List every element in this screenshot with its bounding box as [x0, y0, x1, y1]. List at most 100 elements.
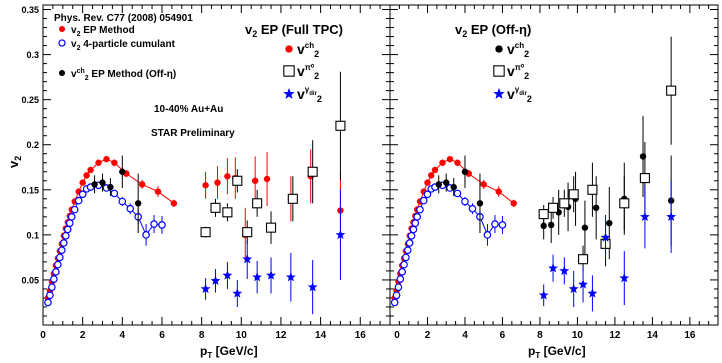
data-point — [224, 173, 231, 180]
x-tick-label: 8 — [537, 330, 543, 341]
x-axis-label: pT [GeV/c] — [528, 344, 586, 360]
data-point — [335, 120, 346, 131]
legend-marker — [493, 65, 505, 77]
data-point — [83, 172, 90, 179]
data-point — [398, 268, 406, 276]
data-point — [495, 188, 502, 195]
x-tick-label: 16 — [684, 330, 696, 341]
data-point — [600, 232, 611, 242]
data-point — [416, 205, 424, 214]
data-point — [150, 220, 158, 228]
x-tick-label: 2 — [425, 330, 431, 341]
data-point — [111, 159, 118, 166]
collision-system: 10-40% Au+Au — [154, 104, 223, 115]
plot-frame — [42, 4, 391, 326]
data-point — [265, 222, 277, 233]
data-point — [210, 275, 221, 286]
data-point — [411, 219, 420, 227]
x-tick-label: 6 — [159, 330, 165, 341]
legend-entry: v2 EP Method — [71, 25, 135, 38]
series-group — [200, 71, 346, 244]
data-point — [126, 204, 135, 213]
x-tick-label: 12 — [275, 330, 287, 341]
legend-marker — [58, 25, 66, 33]
x-axis-label: pT [GeV/c] — [200, 344, 258, 360]
data-point — [242, 254, 253, 264]
data-point — [540, 222, 547, 230]
x-tick-label: 14 — [647, 330, 659, 341]
data-point — [568, 189, 579, 200]
data-point — [413, 213, 421, 221]
data-point — [50, 275, 58, 283]
series-group — [435, 155, 484, 234]
data-point — [587, 184, 598, 195]
y-tick-label: 0.05 — [21, 275, 39, 285]
legend-marker — [58, 69, 66, 77]
data-point — [428, 172, 435, 179]
x-tick-label: 10 — [572, 330, 584, 341]
data-point — [138, 181, 146, 188]
legend-marker — [58, 39, 66, 47]
data-point — [287, 193, 298, 204]
data-point — [392, 291, 401, 300]
legend-entry: vγdir2 — [297, 85, 322, 104]
data-point — [666, 211, 677, 222]
data-point — [52, 268, 60, 276]
data-point — [251, 177, 259, 184]
data-point — [578, 254, 589, 265]
data-point — [538, 209, 549, 220]
data-point — [453, 189, 462, 198]
data-point — [63, 225, 72, 234]
data-point — [60, 239, 68, 247]
legend-marker — [285, 45, 293, 53]
data-point — [307, 281, 318, 292]
data-point — [424, 179, 431, 186]
data-point — [242, 227, 253, 238]
data-point — [99, 179, 106, 186]
x-tick-label: 8 — [199, 330, 205, 341]
data-point — [404, 246, 412, 254]
data-point — [581, 224, 589, 231]
panel-full-tpc: v2 0 2 4 6 8 10 12 14 16 0.05 0.1 0.15 0.2 0.25 0.3 0.3… — [6, 4, 391, 360]
data-point — [79, 179, 86, 186]
x-tick-label: 4 — [120, 330, 126, 341]
legend-marker — [495, 45, 503, 53]
data-point — [431, 166, 439, 174]
data-point — [78, 190, 87, 199]
data-point — [154, 188, 162, 195]
x-tick-label: 0 — [394, 330, 400, 341]
data-point — [214, 179, 221, 186]
legend-entry: vπ⁰2 — [297, 63, 319, 81]
y-axis-label: v2 — [6, 156, 23, 168]
data-point — [58, 246, 66, 254]
x-tick-label: 0 — [40, 330, 46, 341]
data-point — [390, 298, 399, 307]
y-tick-label: 0.15 — [21, 185, 39, 195]
data-point — [119, 168, 126, 175]
data-point — [56, 253, 64, 262]
series-group — [200, 189, 346, 315]
data-point — [454, 159, 461, 166]
panel-title: v2 EP (Off-η) — [455, 22, 531, 39]
data-point — [307, 166, 318, 177]
data-point — [263, 175, 271, 183]
data-point — [394, 283, 403, 291]
data-point — [210, 202, 221, 213]
data-point — [407, 231, 416, 240]
data-point — [67, 213, 76, 221]
plot-frame — [389, 4, 719, 326]
legend-entry: vch2 — [297, 41, 319, 59]
data-point — [110, 189, 119, 198]
data-point — [142, 231, 150, 239]
y-tick-label: 0.35 — [21, 5, 39, 15]
data-point — [400, 260, 408, 269]
x-tick-label: 16 — [355, 330, 367, 341]
legend-entry: vch2 — [507, 41, 529, 59]
data-point — [461, 197, 469, 206]
legend-entry: vch2 EP Method (Off-η) — [71, 68, 176, 82]
panel-off-eta: 0 2 4 6 8 10 12 14 16 pT [GeV/c] v2 EP (Off-η) vch2… — [389, 4, 719, 360]
data-point — [468, 204, 477, 213]
data-point — [619, 198, 630, 209]
legend-entry: vγdir2 — [507, 85, 532, 104]
data-point — [103, 155, 110, 163]
